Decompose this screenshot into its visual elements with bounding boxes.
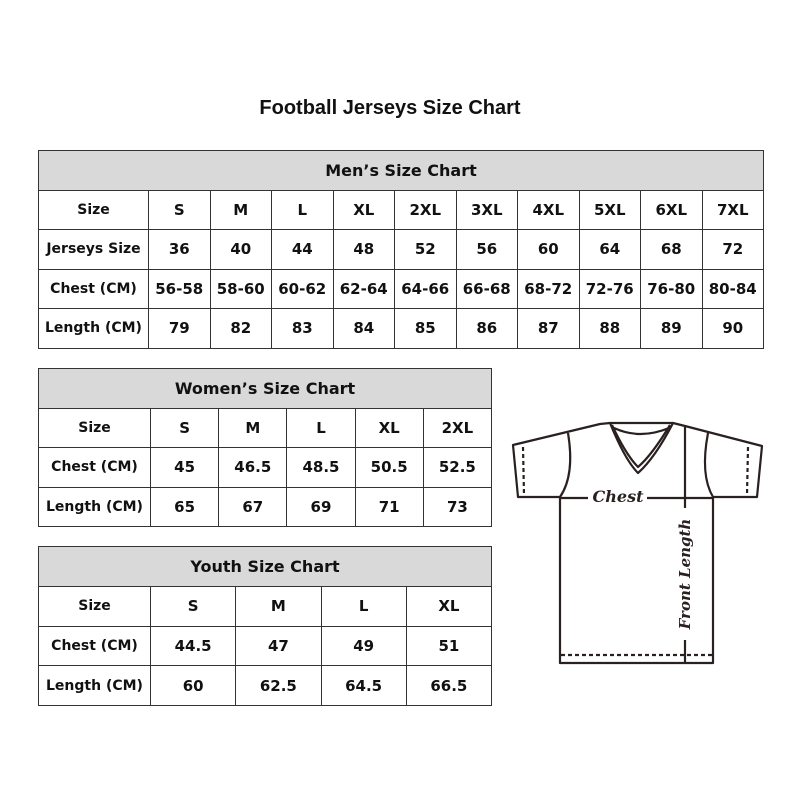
table-cell: 2XL xyxy=(422,407,493,448)
table-row: Chest (CM) 45 46.5 48.5 50.5 52.5 xyxy=(38,447,493,488)
row-label: Chest (CM) xyxy=(38,447,151,488)
table-cell: 67 xyxy=(218,486,288,527)
row-label: Length (CM) xyxy=(38,308,149,349)
table-cell: 48 xyxy=(332,229,395,270)
table-row: Chest (CM) 44.5 47 49 51 xyxy=(38,625,493,667)
table-cell: 87 xyxy=(517,308,580,349)
row-label: Chest (CM) xyxy=(38,625,151,667)
table-cell: 66-68 xyxy=(455,268,518,309)
table-cell: 62-64 xyxy=(332,268,395,309)
table-cell: L xyxy=(320,585,407,627)
table-cell: L xyxy=(286,407,356,448)
table-cell: 85 xyxy=(394,308,457,349)
table-row: Length (CM) 60 62.5 64.5 66.5 xyxy=(38,665,493,707)
row-label: Size xyxy=(38,585,151,627)
table-cell: 76-80 xyxy=(640,268,703,309)
table-cell: 68 xyxy=(640,229,703,270)
table-row: Length (CM) 79 82 83 84 85 86 87 88 89 90 xyxy=(38,308,764,349)
sleeve-seam-left xyxy=(559,432,572,498)
table-cell: 90 xyxy=(701,308,764,349)
table-cell: 44 xyxy=(271,229,334,270)
row-label: Length (CM) xyxy=(38,486,151,527)
womens-table-heading: Women’s Size Chart xyxy=(38,368,492,409)
table-cell: 69 xyxy=(286,486,356,527)
table-cell: 88 xyxy=(578,308,641,349)
table-cell: 73 xyxy=(422,486,493,527)
table-cell: 6XL xyxy=(640,189,703,230)
table-cell: 48.5 xyxy=(286,447,356,488)
table-cell: 71 xyxy=(354,486,424,527)
table-cell: 52.5 xyxy=(422,447,493,488)
table-cell: 64.5 xyxy=(320,665,407,707)
table-cell: 65 xyxy=(149,486,220,527)
table-cell: 60 xyxy=(517,229,580,270)
table-row: Length (CM) 65 67 69 71 73 xyxy=(38,486,493,527)
table-cell: 47 xyxy=(235,625,322,667)
table-cell: 60 xyxy=(149,665,237,707)
mens-table-heading: Men’s Size Chart xyxy=(38,150,764,191)
youth-size-table: Youth Size Chart Size S M L XL Chest (CM) 44.5… xyxy=(38,546,493,707)
table-cell: 36 xyxy=(148,229,211,270)
table-cell: M xyxy=(218,407,288,448)
table-cell: 50.5 xyxy=(354,447,424,488)
row-label: Size xyxy=(38,407,151,448)
table-cell: S xyxy=(149,585,237,627)
table-cell: 7XL xyxy=(701,189,764,230)
table-cell: M xyxy=(235,585,322,627)
table-cell: 51 xyxy=(405,625,493,667)
sleeve-seam-right xyxy=(703,432,714,498)
table-cell: XL xyxy=(405,585,493,627)
table-cell: 68-72 xyxy=(517,268,580,309)
table-cell: 66.5 xyxy=(405,665,493,707)
table-cell: 60-62 xyxy=(271,268,334,309)
womens-size-table: Women’s Size Chart Size S M L XL 2XL Chest (CM… xyxy=(38,368,493,527)
page-title: Football Jerseys Size Chart xyxy=(259,97,521,119)
table-cell: 72-76 xyxy=(578,268,641,309)
table-cell: 45 xyxy=(149,447,220,488)
front-length-label: Front Length xyxy=(676,519,694,631)
mens-size-table: Men’s Size Chart Size S M L XL 2XL 3XL 4XL 5XL 6X… xyxy=(38,150,764,349)
table-cell: S xyxy=(149,407,220,448)
table-cell: 86 xyxy=(455,308,518,349)
table-cell: 5XL xyxy=(578,189,641,230)
chest-label: Chest xyxy=(593,487,645,506)
table-row: Size S M L XL 2XL xyxy=(38,407,493,448)
table-cell: 84 xyxy=(332,308,395,349)
table-cell: XL xyxy=(332,189,395,230)
table-cell: 62.5 xyxy=(235,665,322,707)
table-cell: 56-58 xyxy=(148,268,211,309)
table-cell: 82 xyxy=(209,308,272,349)
youth-table-heading: Youth Size Chart xyxy=(38,546,492,587)
table-cell: XL xyxy=(354,407,424,448)
collar xyxy=(610,421,673,469)
row-label: Size xyxy=(38,189,149,230)
table-row: Size S M L XL xyxy=(38,585,493,627)
table-row: Jerseys Size 36 40 44 48 52 56 60 64 68 72 xyxy=(38,229,764,270)
row-label: Jerseys Size xyxy=(38,229,149,270)
table-cell: 44.5 xyxy=(149,625,237,667)
table-cell: 40 xyxy=(209,229,272,270)
table-cell: 80-84 xyxy=(701,268,764,309)
table-row: Size S M L XL 2XL 3XL 4XL 5XL 6XL 7XL xyxy=(38,189,764,230)
table-cell: L xyxy=(271,189,334,230)
table-cell: 49 xyxy=(320,625,407,667)
jersey-outline xyxy=(511,421,764,665)
table-cell: 79 xyxy=(148,308,211,349)
